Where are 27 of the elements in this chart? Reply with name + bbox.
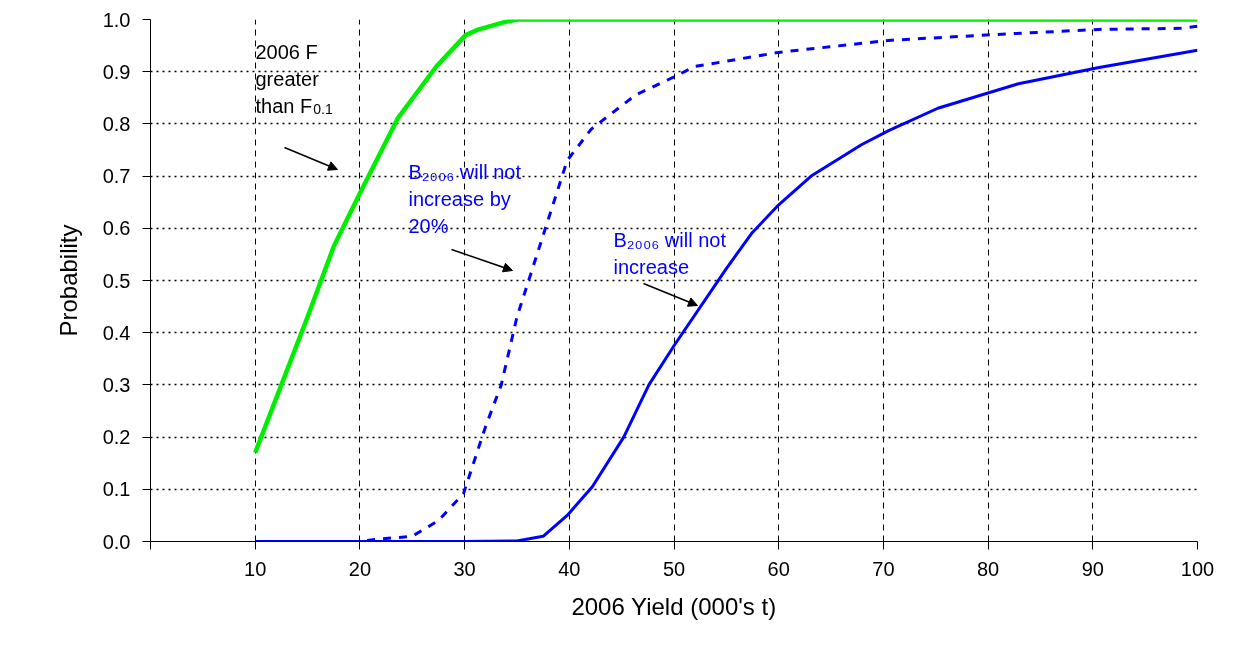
- y-tick-label: 0.0: [102, 530, 131, 553]
- x-tick-label: 100: [1180, 557, 1215, 580]
- y-tick-label: 0.1: [102, 478, 131, 501]
- y-tick-label: 0.3: [102, 373, 131, 396]
- x-tick-label: 10: [244, 557, 267, 580]
- annotation: B₂₀₀₆ will not increase: [613, 228, 727, 278]
- x-tick-label: 20: [348, 557, 372, 580]
- x-tick-label: 40: [558, 557, 581, 580]
- annotation: B₂₀₀₆ will not increase by 20%: [408, 160, 522, 237]
- x-tick-label: 60: [767, 557, 790, 580]
- y-tick-label: 0.6: [102, 217, 131, 240]
- x-tick-label: 50: [662, 557, 686, 580]
- y-tick-label: 0.7: [102, 165, 131, 188]
- y-axis-title: Probability: [54, 224, 82, 337]
- x-tick-label: 90: [1081, 557, 1104, 580]
- y-tick-label: 0.4: [102, 321, 131, 344]
- x-axis-title: 2006 Yield (000's t): [571, 592, 777, 620]
- y-tick-label: 0.5: [102, 269, 131, 292]
- y-tick-label: 0.9: [102, 60, 131, 83]
- y-tick-label: 1.0: [102, 8, 131, 31]
- y-tick-label: 0.2: [102, 426, 131, 449]
- x-tick-label: 30: [453, 557, 476, 580]
- annotation: 2006 F greater than F0.1: [255, 40, 333, 117]
- x-tick-label: 70: [872, 557, 895, 580]
- line-series: [252, 19, 1198, 456]
- x-tick-label: 80: [976, 557, 1000, 580]
- y-tick-label: 0.8: [102, 112, 131, 135]
